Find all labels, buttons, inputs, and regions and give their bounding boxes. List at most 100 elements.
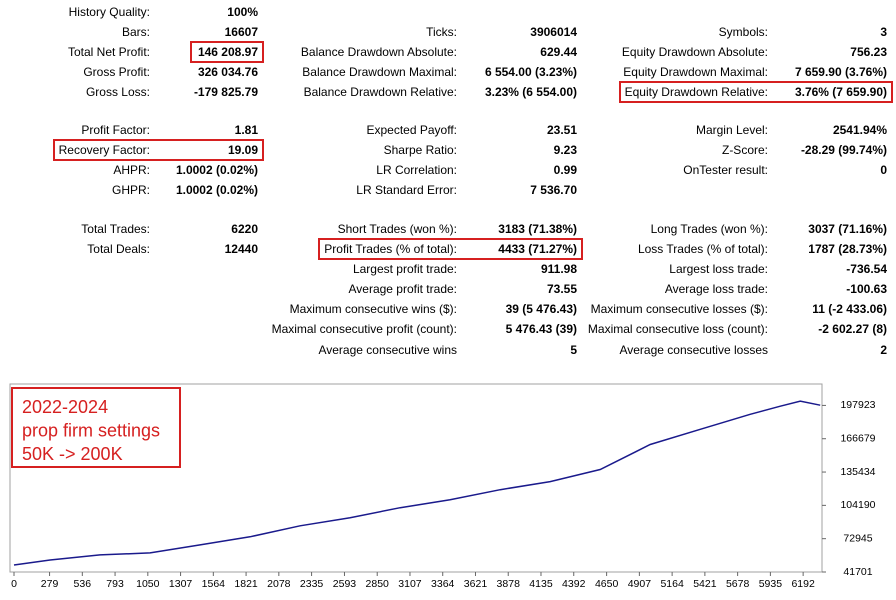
stat-label: Maximal consecutive profit (count): xyxy=(271,322,457,336)
stat-value: 9.23 xyxy=(553,143,577,157)
stat-label: Average loss trade: xyxy=(664,282,768,296)
stat-value: 7 659.90 (3.76%) xyxy=(794,65,887,79)
stat-value: 12440 xyxy=(224,242,258,256)
stat-value: 4433 (71.27%) xyxy=(498,242,577,256)
stat-label: Sharpe Ratio: xyxy=(383,143,457,157)
stat-label: Symbols: xyxy=(718,25,768,39)
stat-label: Equity Drawdown Absolute: xyxy=(621,45,768,59)
x-tick-label: 3107 xyxy=(398,578,422,590)
stat-label: Profit Trades (% of total): xyxy=(324,242,457,256)
stat-label: Equity Drawdown Maximal: xyxy=(623,65,768,79)
x-tick-label: 536 xyxy=(74,578,92,590)
stat-value: 629.44 xyxy=(540,45,577,59)
y-tick-label: 41701 xyxy=(843,566,872,578)
stat-label: Margin Level: xyxy=(695,123,768,137)
stat-label: Z-Score: xyxy=(721,143,768,157)
stat-label: LR Standard Error: xyxy=(356,183,457,197)
x-tick-label: 1564 xyxy=(202,578,226,590)
stat-value: 1787 (28.73%) xyxy=(808,242,887,256)
stat-value: 3906014 xyxy=(530,25,577,39)
annotation-box xyxy=(11,387,181,468)
x-tick-label: 5935 xyxy=(759,578,783,590)
stat-value: 3183 (71.38%) xyxy=(498,222,577,236)
x-tick-label: 4135 xyxy=(529,578,553,590)
stat-value: 146 208.97 xyxy=(197,45,258,59)
stat-label: Long Trades (won %): xyxy=(650,222,768,236)
highlight-box xyxy=(190,41,264,63)
stat-label: Gross Profit: xyxy=(83,65,150,79)
y-tick-label: 135434 xyxy=(840,466,875,478)
stat-label: History Quality: xyxy=(68,5,150,19)
stat-label: Recovery Factor: xyxy=(58,143,150,157)
annotation-text: 50K -> 200K xyxy=(22,444,123,464)
stat-value: 100% xyxy=(227,5,258,19)
y-tick-label: 72945 xyxy=(843,532,872,544)
stat-value: 1.0002 (0.02%) xyxy=(175,163,258,177)
x-tick-label: 2335 xyxy=(300,578,324,590)
x-tick-label: 793 xyxy=(106,578,124,590)
annotation-text: 2022-2024 xyxy=(22,397,108,417)
x-tick-label: 0 xyxy=(11,578,17,590)
stat-value: 6 554.00 (3.23%) xyxy=(484,65,577,79)
stat-value: 19.09 xyxy=(227,143,258,157)
stat-label: Loss Trades (% of total): xyxy=(637,242,768,256)
stat-label: Average profit trade: xyxy=(348,282,457,296)
highlight-box xyxy=(619,81,893,103)
x-tick-label: 3878 xyxy=(497,578,521,590)
stat-value: 1.0002 (0.02%) xyxy=(175,183,258,197)
stat-label: Balance Drawdown Maximal: xyxy=(302,65,457,79)
stat-label: Total Net Profit: xyxy=(67,45,150,59)
stat-label: Profit Factor: xyxy=(81,123,150,137)
x-tick-label: 3621 xyxy=(464,578,488,590)
stat-label: Largest profit trade: xyxy=(352,262,457,276)
x-tick-label: 1050 xyxy=(136,578,160,590)
stat-value: -736.54 xyxy=(846,262,887,276)
stat-label: GHPR: xyxy=(111,183,150,197)
x-tick-label: 4650 xyxy=(595,578,619,590)
stat-value: 3037 (71.16%) xyxy=(808,222,887,236)
stat-value: 326 034.76 xyxy=(197,65,258,79)
highlight-box xyxy=(318,238,583,260)
stat-value: -2 602.27 (8) xyxy=(818,322,887,336)
stat-label: Bars: xyxy=(121,25,150,39)
x-tick-label: 279 xyxy=(41,578,59,590)
stat-value: 3.76% (7 659.90) xyxy=(794,85,887,99)
stat-value: 16607 xyxy=(224,25,258,39)
stat-label: Average consecutive losses xyxy=(619,343,768,357)
stat-label: AHPR: xyxy=(113,163,150,177)
y-tick-label: 104190 xyxy=(840,499,875,511)
stat-value: -100.63 xyxy=(846,282,887,296)
stat-value: 73.55 xyxy=(546,282,577,296)
stat-value: 11 (-2 433.06) xyxy=(812,302,887,316)
stat-label: Short Trades (won %): xyxy=(337,222,457,236)
stat-label: Maximum consecutive wins ($): xyxy=(289,302,457,316)
stat-value: 2 xyxy=(880,343,887,357)
highlight-box xyxy=(53,139,264,161)
stat-value: 0 xyxy=(880,163,887,177)
stat-value: 0.99 xyxy=(553,163,577,177)
equity-line xyxy=(13,400,821,566)
annotation-text: prop firm settings xyxy=(22,420,160,440)
stat-label: Balance Drawdown Relative: xyxy=(303,85,457,99)
x-tick-label: 4392 xyxy=(562,578,586,590)
stat-value: 7 536.70 xyxy=(530,183,577,197)
stat-value: -179 825.79 xyxy=(193,85,258,99)
stat-value: 5 xyxy=(570,343,577,357)
x-tick-label: 5678 xyxy=(726,578,750,590)
stat-value: 756.23 xyxy=(850,45,887,59)
stat-label: Largest loss trade: xyxy=(669,262,768,276)
stat-value: 2541.94% xyxy=(832,123,887,137)
y-tick-label: 197923 xyxy=(840,399,875,411)
stat-value: 5 476.43 (39) xyxy=(505,322,577,336)
x-tick-label: 5164 xyxy=(660,578,684,590)
stat-label: OnTester result: xyxy=(683,163,768,177)
x-tick-label: 6192 xyxy=(791,578,815,590)
x-tick-label: 2078 xyxy=(267,578,291,590)
x-tick-label: 4907 xyxy=(628,578,652,590)
stat-label: Ticks: xyxy=(426,25,457,39)
x-tick-label: 1307 xyxy=(169,578,193,590)
stat-value: 1.81 xyxy=(234,123,258,137)
x-tick-label: 3364 xyxy=(431,578,455,590)
x-tick-label: 2593 xyxy=(333,578,357,590)
